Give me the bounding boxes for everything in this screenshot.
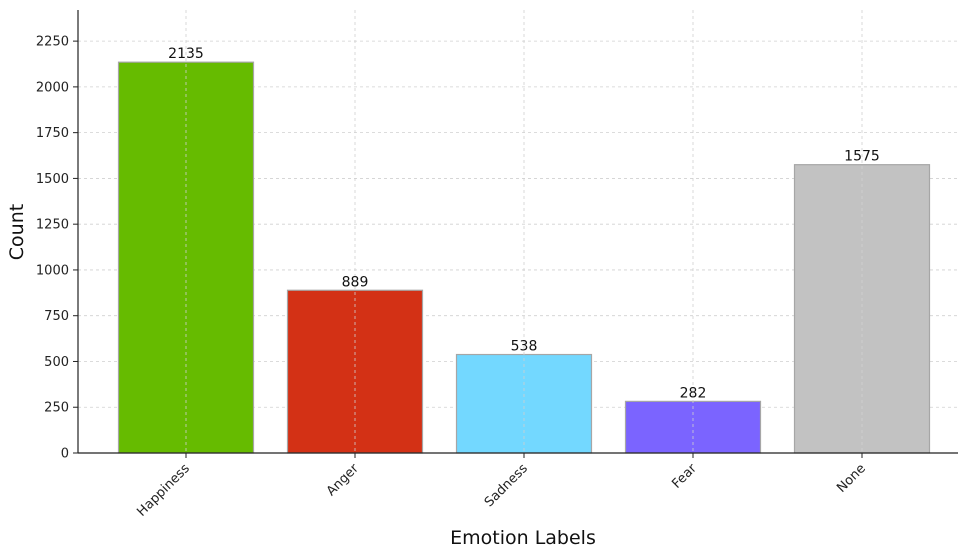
data-label-happiness: 2135 (168, 46, 204, 62)
y-tick-label: 2000 (36, 80, 69, 95)
y-tick-label: 500 (44, 355, 69, 370)
y-tick-label: 2250 (36, 35, 69, 50)
x-tick-label: Anger (324, 461, 362, 499)
y-tick-label: 0 (61, 447, 69, 462)
y-tick-label: 1750 (36, 126, 69, 141)
data-label-sadness: 538 (511, 339, 538, 355)
x-axis-title: Emotion Labels (450, 527, 596, 547)
data-label-none: 1575 (844, 149, 880, 165)
x-tick-label: Happiness (134, 461, 193, 520)
y-axis-title: Count (6, 204, 28, 260)
y-tick-label: 1000 (36, 263, 69, 278)
data-label-anger: 889 (342, 274, 369, 290)
data-labels: 2135 889 538 282 1575 (168, 46, 880, 401)
y-tick-label: 750 (44, 309, 69, 324)
y-tick-label: 1250 (36, 218, 69, 233)
x-tick-label: Sadness (482, 461, 531, 510)
data-label-fear: 282 (680, 385, 707, 401)
axes-spines (77, 10, 958, 454)
x-tick-label: None (834, 461, 869, 496)
y-tick-label: 250 (44, 401, 69, 416)
x-tick-label: Fear (669, 461, 700, 492)
y-axis-ticks: 0 250 500 750 1000 1250 1500 1750 2000 2250 (36, 35, 78, 462)
bar-none (793, 164, 931, 454)
x-axis-ticks: Happiness Anger Sadness Fear None (134, 453, 869, 520)
bar-fear (624, 400, 762, 454)
y-tick-label: 1500 (36, 172, 69, 187)
